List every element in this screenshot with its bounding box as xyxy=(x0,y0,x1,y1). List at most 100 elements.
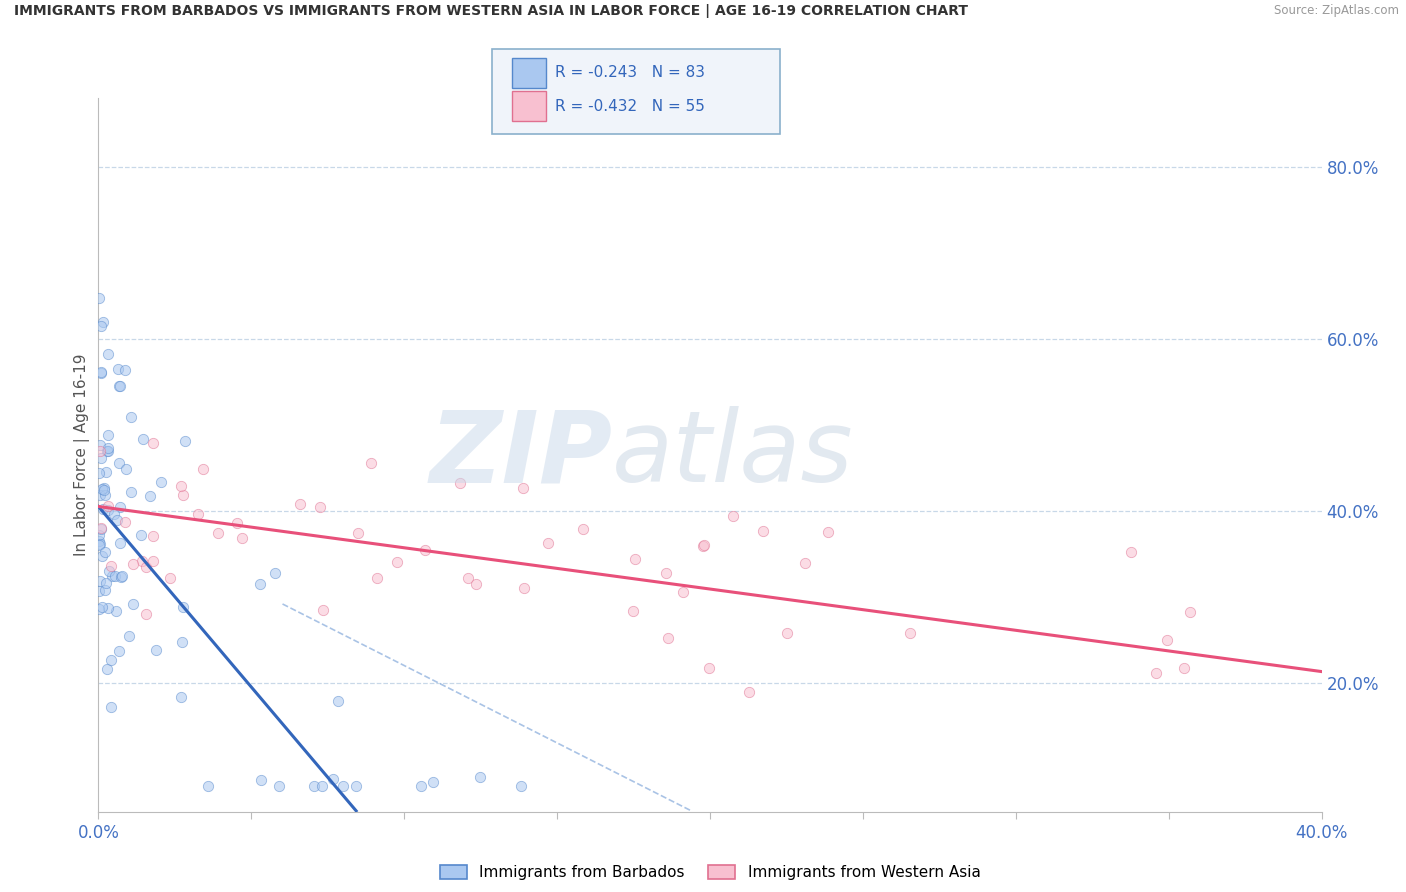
Point xyxy=(170,479,193,493)
Point xyxy=(97,499,120,513)
Point xyxy=(90,365,112,379)
Point xyxy=(170,634,193,648)
Point xyxy=(90,450,112,465)
Point xyxy=(308,500,330,515)
Point xyxy=(135,607,157,622)
Text: Source: ZipAtlas.com: Source: ZipAtlas.com xyxy=(1274,4,1399,18)
Point xyxy=(387,554,409,568)
Point xyxy=(366,571,388,585)
Point xyxy=(537,536,560,550)
Point xyxy=(159,571,181,585)
Point xyxy=(114,516,136,530)
Y-axis label: In Labor Force | Age 16-19: In Labor Force | Age 16-19 xyxy=(75,353,90,557)
Point xyxy=(898,626,921,640)
Point xyxy=(100,700,122,714)
Point xyxy=(692,540,714,554)
Point xyxy=(621,604,644,618)
Point xyxy=(90,523,112,537)
Point xyxy=(657,632,679,646)
Point xyxy=(103,508,125,522)
Point xyxy=(107,362,129,376)
Point xyxy=(624,551,647,566)
Point xyxy=(139,489,162,503)
Point xyxy=(776,626,799,640)
Point xyxy=(344,779,367,793)
Point xyxy=(94,488,117,502)
Point xyxy=(120,484,142,499)
Point xyxy=(672,585,695,599)
Point xyxy=(264,566,287,580)
Point xyxy=(111,568,134,582)
Point xyxy=(322,772,344,787)
Point xyxy=(1121,545,1143,559)
Point xyxy=(94,544,117,558)
Legend: Immigrants from Barbados, Immigrants from Western Asia: Immigrants from Barbados, Immigrants fro… xyxy=(433,859,987,886)
Point xyxy=(104,569,127,583)
Point xyxy=(90,482,112,496)
Point xyxy=(457,570,479,584)
Point xyxy=(170,690,193,704)
Point xyxy=(191,462,214,476)
Point xyxy=(509,779,531,793)
Point xyxy=(699,661,721,675)
Point xyxy=(108,379,131,393)
Point xyxy=(89,466,111,480)
Text: R = -0.432   N = 55: R = -0.432 N = 55 xyxy=(555,99,706,113)
Point xyxy=(89,538,111,552)
Point xyxy=(449,475,471,490)
Point xyxy=(101,569,124,583)
Point xyxy=(752,524,775,538)
Point xyxy=(110,570,132,584)
Point xyxy=(87,534,110,549)
Point xyxy=(174,434,197,448)
Point xyxy=(723,509,745,524)
Point xyxy=(693,539,716,553)
Point xyxy=(197,779,219,793)
Point xyxy=(120,409,142,424)
Point xyxy=(172,488,194,502)
Point xyxy=(97,601,120,615)
Point xyxy=(97,503,120,517)
Point xyxy=(422,774,444,789)
Point xyxy=(512,581,534,595)
Point xyxy=(411,779,433,793)
Point xyxy=(470,770,492,784)
Point xyxy=(96,662,118,676)
Point xyxy=(1173,661,1195,675)
Point xyxy=(332,779,354,793)
Point xyxy=(89,537,111,551)
Point xyxy=(145,643,167,657)
Text: ZIP: ZIP xyxy=(429,407,612,503)
Point xyxy=(207,526,229,541)
Point xyxy=(121,558,143,572)
Point xyxy=(108,500,131,515)
Point xyxy=(267,779,290,793)
Point xyxy=(87,584,110,599)
Point xyxy=(90,521,112,535)
Point xyxy=(117,629,139,643)
Point xyxy=(105,513,128,527)
Point xyxy=(97,564,120,578)
Point xyxy=(115,461,138,475)
Point xyxy=(738,684,761,698)
Text: atlas: atlas xyxy=(612,407,853,503)
Point xyxy=(107,456,129,470)
Point xyxy=(304,779,326,793)
Point xyxy=(135,559,157,574)
Point xyxy=(91,549,114,563)
Point xyxy=(346,526,368,541)
Point xyxy=(572,523,595,537)
Point xyxy=(1156,632,1178,647)
Point xyxy=(90,318,112,333)
Point xyxy=(94,575,117,590)
Point xyxy=(288,497,311,511)
Point xyxy=(465,577,488,591)
Point xyxy=(96,444,118,458)
Point xyxy=(91,502,114,516)
Point xyxy=(142,529,165,543)
Point xyxy=(100,653,122,667)
Point xyxy=(87,291,110,305)
Point xyxy=(187,507,209,521)
Point xyxy=(96,465,118,479)
Point xyxy=(87,601,110,615)
